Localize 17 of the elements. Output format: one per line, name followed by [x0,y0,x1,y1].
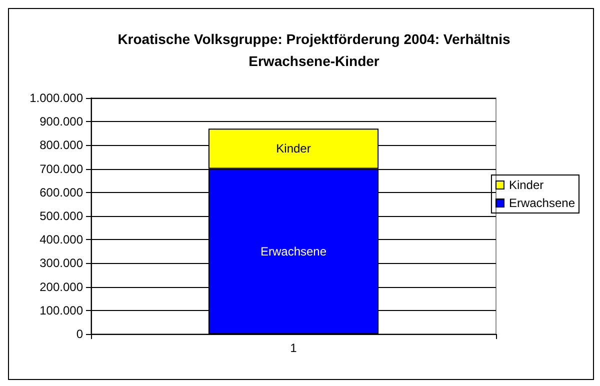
y-tick-label: 400.000 [40,232,84,247]
y-tick-label: 1.000.000 [30,91,84,105]
text: Erwachsene [260,244,327,258]
legend-label: Kinder [508,178,544,192]
y-tick-label: 900.000 [40,114,84,129]
y-tick-label: 500.000 [40,209,84,223]
y-tick-label: 600.000 [40,185,84,200]
legend-label: Erwachsene [508,196,576,210]
y-tick-label: 700.000 [40,162,84,176]
x-tick-label: 1 [290,341,298,355]
chart-title: Kroatische Volksgruppe: Projektförderung 2004: Verhältnis Erwachsene-Kinder [118,31,511,69]
y-tick-label: 300.000 [40,256,84,270]
y-tick-label: 200.000 [40,280,84,294]
y-tick-label: 800.000 [40,138,84,152]
text: Kinder [276,142,311,156]
y-tick-label: 0 [76,327,84,341]
y-tick-label: 100.000 [40,303,84,318]
